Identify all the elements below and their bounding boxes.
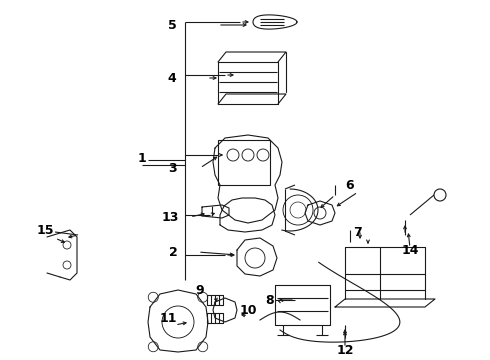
Text: 14: 14 — [401, 243, 419, 257]
Text: 7: 7 — [354, 225, 363, 239]
Text: 5: 5 — [168, 18, 176, 32]
Text: 1: 1 — [138, 152, 147, 165]
Text: 9: 9 — [196, 284, 204, 297]
Bar — [218, 140, 270, 185]
Text: 12: 12 — [336, 343, 354, 356]
Text: 10: 10 — [239, 303, 257, 316]
Text: 13: 13 — [161, 211, 179, 224]
Text: 2: 2 — [169, 246, 177, 258]
Text: 6: 6 — [345, 179, 354, 192]
Text: 4: 4 — [168, 72, 176, 85]
Text: 8: 8 — [266, 293, 274, 306]
Text: 3: 3 — [168, 162, 176, 175]
Text: 11: 11 — [159, 311, 177, 324]
Text: 15: 15 — [36, 224, 54, 237]
